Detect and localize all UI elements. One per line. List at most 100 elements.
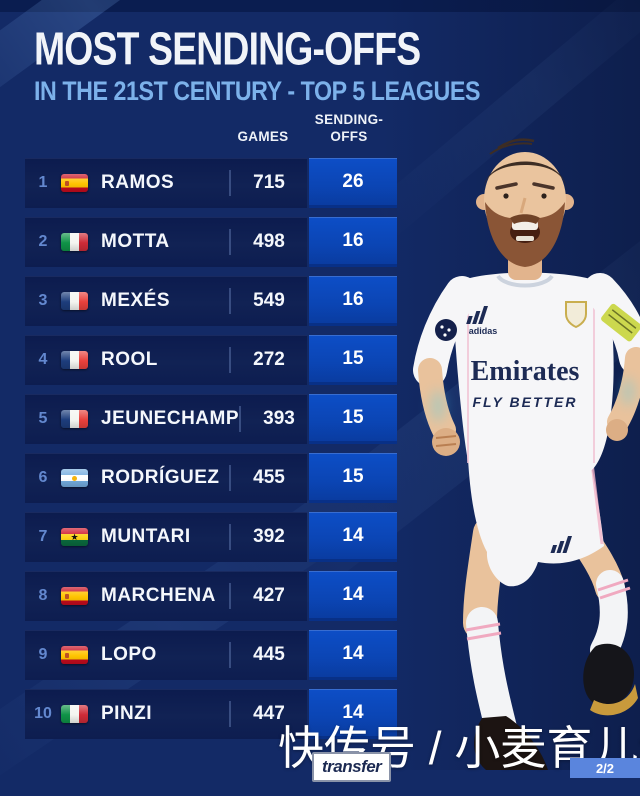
player-head: [476, 138, 574, 280]
games-value: 447: [253, 703, 285, 724]
sending-offs-value: 16: [309, 276, 397, 326]
player-name: MOTTA: [101, 231, 170, 252]
page-subtitle: IN THE 21ST CENTURY - TOP 5 LEAGUES: [34, 76, 481, 106]
flag-icon: [61, 233, 88, 251]
games-value: 549: [253, 290, 285, 311]
row-main: 4 ROOL 272: [25, 335, 307, 385]
rank-label: 9: [38, 646, 48, 663]
row-main: 8 MARCHENA 427: [25, 571, 307, 621]
column-divider: [229, 701, 231, 727]
row-main: 10 PINZI 447: [25, 689, 307, 739]
ucl-starball-patch: [435, 319, 457, 341]
table-row: 4 ROOL 272 15: [25, 335, 397, 385]
player-name: RODRÍGUEZ: [101, 467, 220, 488]
games-value: 715: [253, 172, 285, 193]
games-value: 427: [253, 585, 285, 606]
player-name: LOPO: [101, 644, 157, 665]
games-value: 455: [253, 467, 285, 488]
table-row: 2 MOTTA 498 16: [25, 217, 397, 267]
sending-offs-value: 16: [309, 217, 397, 267]
rank-label: 4: [38, 351, 48, 368]
table-row: 3 MEXÉS 549 16: [25, 276, 397, 326]
row-main: 9 LOPO 445: [25, 630, 307, 680]
player-shorts: [468, 458, 604, 587]
page-indicator: 2/2: [570, 758, 640, 778]
games-value: 272: [253, 349, 285, 370]
column-divider: [229, 642, 231, 668]
flag-icon: [61, 469, 88, 487]
page-title: MOST SENDING-OFFS: [34, 22, 421, 76]
captain-armband: [601, 303, 640, 342]
rank-label: 2: [38, 233, 48, 250]
table-row: 5 JEUNECHAMP 393 15: [25, 394, 397, 444]
row-main: 1 RAMOS 715: [25, 158, 307, 208]
flag-icon: [61, 174, 88, 192]
adidas-logo-shorts: [550, 536, 572, 553]
sending-offs-value: 15: [309, 335, 397, 385]
row-main: 3 MEXÉS 549: [25, 276, 307, 326]
player-name: ROOL: [101, 349, 158, 370]
rank-label: 7: [38, 528, 48, 545]
top-border-strip: [0, 0, 640, 12]
row-main: 2 MOTTA 498: [25, 217, 307, 267]
sending-offs-value: 14: [309, 571, 397, 621]
rank-label: 10: [34, 705, 52, 722]
flag-icon: [61, 705, 88, 723]
jersey-sponsor-text: Emirates: [471, 356, 580, 387]
rank-label: 6: [38, 469, 48, 486]
table-row: 8 MARCHENA 427 14: [25, 571, 397, 621]
player-name: JEUNECHAMP: [101, 408, 240, 429]
column-divider: [229, 524, 231, 550]
player-name: RAMOS: [101, 172, 175, 193]
rank-label: 5: [38, 410, 48, 427]
rank-label: 8: [38, 587, 48, 604]
table-row: 1 RAMOS 715 26: [25, 158, 397, 208]
sending-offs-value: 14: [309, 689, 397, 739]
flag-icon: [61, 646, 88, 664]
flag-icon: [61, 410, 88, 428]
sending-offs-value: 14: [309, 630, 397, 680]
row-main: 5 JEUNECHAMP 393: [25, 394, 307, 444]
player-name: MARCHENA: [101, 585, 216, 606]
column-divider: [229, 170, 231, 196]
table-row: 9 LOPO 445 14: [25, 630, 397, 680]
column-divider: [229, 465, 231, 491]
flag-icon: [61, 292, 88, 310]
column-header-sending-offs: SENDING-OFFS: [314, 112, 384, 144]
column-divider: [229, 229, 231, 255]
rank-label: 1: [38, 174, 48, 191]
flag-icon: [61, 351, 88, 369]
ranking-table: 1 RAMOS 715 26 2 MOTTA 498 16 3 MEXÉS 54…: [25, 158, 397, 748]
row-main: 6 RODRÍGUEZ 455: [25, 453, 307, 503]
column-header-games: GAMES: [237, 129, 289, 144]
player-photo-sergio-ramos: adidas Emirates FLY BETTER: [413, 138, 640, 770]
games-value: 498: [253, 231, 285, 252]
flag-icon: [61, 528, 88, 546]
adidas-wordmark: adidas: [469, 326, 498, 336]
adidas-logo-chest: [466, 306, 488, 324]
sending-offs-value: 15: [309, 394, 397, 444]
row-main: 7 MUNTARI 392: [25, 512, 307, 562]
column-divider: [229, 288, 231, 314]
player-name: PINZI: [101, 703, 153, 724]
player-name: MEXÉS: [101, 290, 171, 311]
table-row: 6 RODRÍGUEZ 455 15: [25, 453, 397, 503]
player-right-arm: [583, 273, 640, 441]
games-value: 445: [253, 644, 285, 665]
sending-offs-value: 14: [309, 512, 397, 562]
transfermarkt-logo: transfer: [312, 752, 392, 782]
table-row: 10 PINZI 447 14: [25, 689, 397, 739]
column-divider: [229, 347, 231, 373]
sending-offs-value: 26: [309, 158, 397, 208]
column-divider: [229, 583, 231, 609]
player-left-arm: [413, 276, 479, 456]
table-row: 7 MUNTARI 392 14: [25, 512, 397, 562]
sending-offs-value: 15: [309, 453, 397, 503]
club-crest: [565, 301, 587, 329]
column-divider: [239, 406, 242, 432]
games-value: 393: [263, 408, 295, 429]
jersey-sponsor-tagline: FLY BETTER: [472, 394, 577, 410]
player-name: MUNTARI: [101, 526, 191, 547]
transfermarkt-logo-text: transfer: [322, 757, 382, 776]
games-value: 392: [253, 526, 285, 547]
